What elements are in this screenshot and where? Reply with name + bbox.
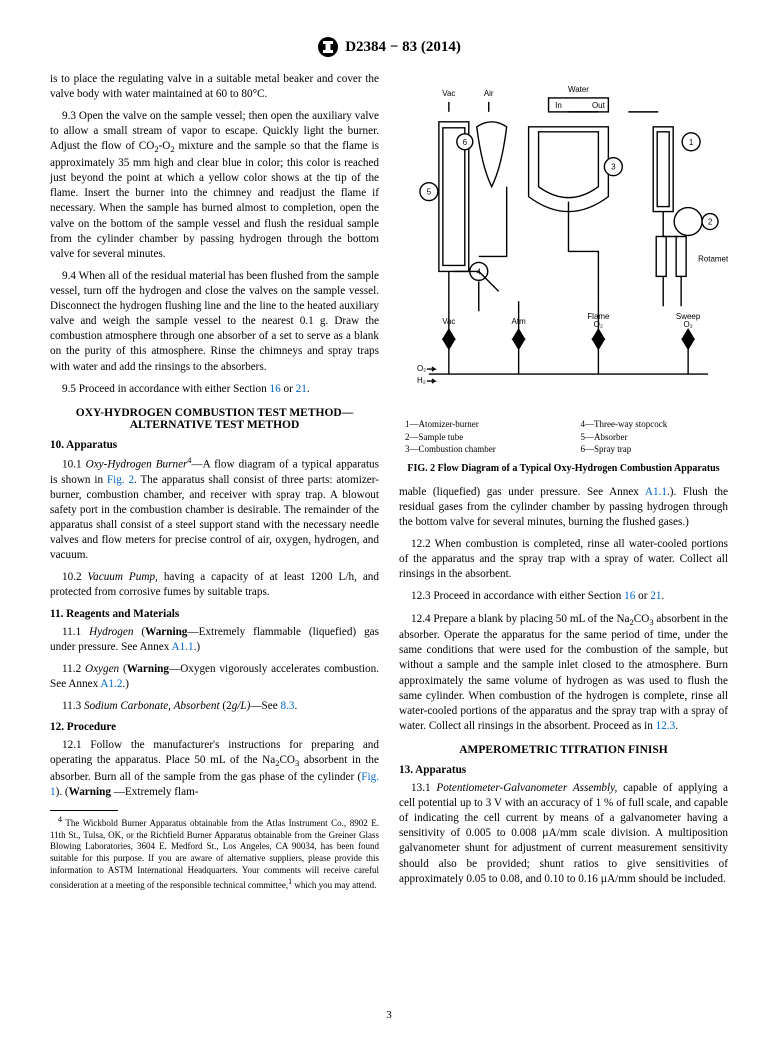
flow-diagram-icon: Water Vac Air In Out 5 6 3 <box>399 72 728 411</box>
svg-text:6: 6 <box>463 138 468 147</box>
svg-text:3: 3 <box>611 163 616 172</box>
para-11-1: 11.1 Hydrogen (Warning—Extremely flammab… <box>50 625 379 655</box>
para-12-1: 12.1 Follow the manufacturer's instructi… <box>50 738 379 800</box>
heading-13: 13. Apparatus <box>399 764 728 776</box>
svg-text:5: 5 <box>427 188 432 197</box>
svg-text:Out: Out <box>592 101 606 110</box>
link-section-16[interactable]: 16 <box>270 383 281 395</box>
body-columns: is to place the regulating valve in a su… <box>50 72 728 967</box>
para-12-3: 12.3 Proceed in accordance with either S… <box>399 589 728 604</box>
para-11-3: 11.3 Sodium Carbonate, Absorbent (2g/L)—… <box>50 699 379 714</box>
para-10-1: 10.1 Oxy-Hydrogen Burner4—A flow diagram… <box>50 456 379 564</box>
para-13-1: 13.1 Potentiometer-Galvanometer Assembly… <box>399 781 728 887</box>
svg-text:O₂: O₂ <box>683 320 692 329</box>
doc-number: D2384 − 83 (2014) <box>345 39 461 56</box>
link-12-3[interactable]: 12.3 <box>656 720 676 732</box>
svg-text:H₂: H₂ <box>417 376 426 385</box>
figure-2: Water Vac Air In Out 5 6 3 <box>399 72 728 475</box>
link-a1-1b[interactable]: A1.1 <box>645 486 667 498</box>
link-section-21[interactable]: 21 <box>296 383 307 395</box>
astm-logo-icon <box>317 36 339 58</box>
page-header: D2384 − 83 (2014) <box>50 36 728 58</box>
footnote-rule <box>50 810 118 811</box>
link-a1-1[interactable]: A1.1 <box>171 641 193 653</box>
heading-alt-method: OXY-HYDROGEN COMBUSTION TEST METHOD—ALTE… <box>50 407 379 431</box>
para-12-4: 12.4 Prepare a blank by placing 50 mL of… <box>399 612 728 734</box>
svg-text:O₂: O₂ <box>417 364 426 373</box>
heading-11: 11. Reagents and Materials <box>50 608 379 620</box>
para-9-4: 9.4 When all of the residual material ha… <box>50 269 379 375</box>
para-9-5: 9.5 Proceed in accordance with either Se… <box>50 382 379 397</box>
svg-text:1: 1 <box>689 138 694 147</box>
svg-text:Vac: Vac <box>442 89 455 98</box>
heading-10: 10. Apparatus <box>50 439 379 451</box>
link-section-21b[interactable]: 21 <box>650 590 661 602</box>
link-fig-2[interactable]: Fig. 2 <box>107 474 134 486</box>
svg-text:Rotameters: Rotameters <box>698 254 728 263</box>
para-12-1-cont: mable (liquefied) gas under pressure. Se… <box>399 485 728 530</box>
page: D2384 − 83 (2014) is to place the regula… <box>0 0 778 1041</box>
footnote-4: 4 The Wickbold Burner Apparatus obtainab… <box>50 815 379 891</box>
svg-text:Air: Air <box>484 89 494 98</box>
figure-caption: FIG. 2 Flow Diagram of a Typical Oxy-Hyd… <box>399 462 728 475</box>
para-9-3: 9.3 Open the valve on the sample vessel;… <box>50 109 379 262</box>
link-section-16b[interactable]: 16 <box>624 590 635 602</box>
para-9-2-cont: is to place the regulating valve in a su… <box>50 72 379 102</box>
heading-amperometric: AMPEROMETRIC TITRATION FINISH <box>399 744 728 756</box>
svg-text:Water: Water <box>568 85 589 94</box>
para-12-2: 12.2 When combustion is completed, rinse… <box>399 537 728 582</box>
link-8-3[interactable]: 8.3 <box>281 700 295 712</box>
para-10-2: 10.2 Vacuum Pump, having a capacity of a… <box>50 570 379 600</box>
link-a1-2[interactable]: A1.2 <box>100 678 122 690</box>
para-11-2: 11.2 Oxygen (Warning—Oxygen vigorously a… <box>50 662 379 692</box>
page-number: 3 <box>386 1009 392 1021</box>
heading-12: 12. Procedure <box>50 721 379 733</box>
svg-text:2: 2 <box>708 218 713 227</box>
svg-text:In: In <box>555 101 562 110</box>
figure-legend: 1—Atomizer-burner 2—Sample tube 3—Combus… <box>405 418 728 456</box>
